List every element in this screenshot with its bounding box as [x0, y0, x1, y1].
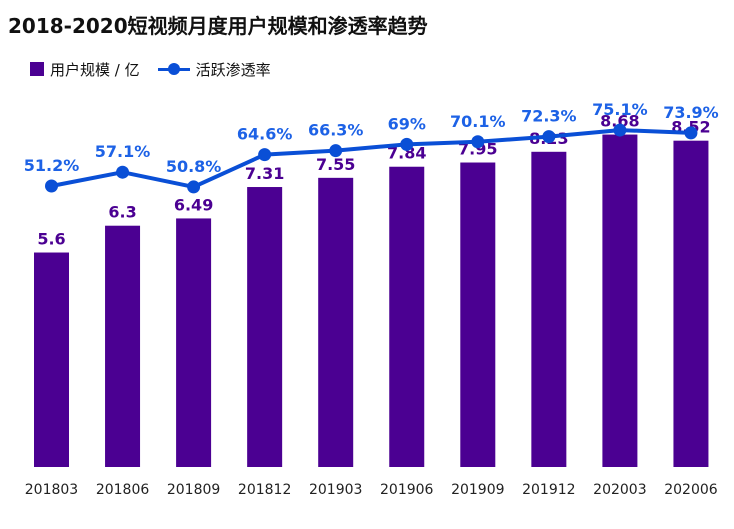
line-value-label-202006: 73.9%	[663, 103, 719, 122]
line-value-label-201806: 57.1%	[95, 142, 151, 161]
legend-line-swatch	[157, 62, 190, 76]
chart-legend: 用户规模 / 亿 活跃渗透率	[30, 58, 289, 80]
line-value-label-201812: 64.6%	[237, 125, 293, 144]
line-value-label-201909: 70.1%	[450, 112, 506, 131]
line-point-202003	[613, 123, 627, 137]
legend-label-active-rate: 活跃渗透率	[195, 60, 271, 79]
line-point-201803	[45, 179, 58, 193]
line-point-201806	[116, 165, 130, 179]
bar-201903	[318, 177, 354, 467]
x-tick-label-201803: 201803	[25, 482, 78, 498]
legend-bar-swatch	[30, 62, 44, 76]
x-tick-label-202006: 202006	[664, 482, 718, 498]
bar-value-label-201803: 5.6	[37, 230, 65, 249]
line-value-label-201912: 72.3%	[521, 107, 577, 126]
line-point-201809	[187, 180, 201, 194]
bar-202006	[673, 140, 709, 467]
bar-201803	[34, 252, 69, 467]
bar-value-label-201806: 6.3	[108, 203, 136, 222]
bar-201812	[247, 187, 283, 468]
bar-201806	[105, 225, 141, 467]
bar-value-label-201809: 6.49	[174, 195, 213, 214]
x-tick-label-201912: 201912	[522, 482, 575, 498]
chart-title: 2018-2020短视频月度用户规模和渗透率趋势	[8, 14, 428, 38]
line-point-201812	[258, 148, 272, 162]
bar-value-label-201909: 7.95	[458, 140, 497, 159]
bar-value-label-201812: 7.31	[245, 164, 284, 183]
bar-202003	[602, 134, 638, 467]
line-value-label-201906: 69%	[388, 114, 426, 133]
legend-item-user-scale: 用户规模 / 亿	[30, 59, 140, 80]
legend-label-user-scale: 用户规模 / 亿	[50, 60, 140, 79]
bar-value-label-201906: 7.84	[387, 144, 426, 163]
line-point-202006	[684, 126, 698, 140]
line-value-label-202003: 75.1%	[592, 100, 648, 119]
x-tick-label-201806: 201806	[96, 482, 150, 498]
active-rate-line	[51, 128, 692, 189]
line-point-201906	[400, 137, 414, 151]
bar-201912	[531, 151, 567, 467]
legend-item-active-rate: 活跃渗透率	[157, 59, 271, 80]
bar-value-label-202003: 8.68	[600, 112, 639, 131]
x-tick-label-201812: 201812	[238, 482, 291, 498]
line-value-label-201809: 50.8%	[166, 157, 222, 176]
x-tick-label-201809: 201809	[167, 482, 220, 498]
x-tick-label-202003: 202003	[593, 482, 646, 498]
x-tick-label-201903: 201903	[309, 482, 362, 498]
bar-value-label-201903: 7.55	[316, 155, 355, 174]
bar-201809	[176, 218, 212, 467]
bar-201906	[389, 166, 425, 467]
bar-201909	[460, 162, 496, 467]
line-point-201903	[329, 144, 343, 158]
line-value-label-201803: 51.2%	[24, 156, 80, 175]
line-point-201909	[471, 135, 485, 149]
line-value-label-201903: 66.3%	[308, 121, 364, 140]
x-tick-label-201909: 201909	[451, 482, 504, 498]
x-tick-label-201906: 201906	[380, 482, 434, 498]
line-point-201912	[542, 130, 556, 144]
